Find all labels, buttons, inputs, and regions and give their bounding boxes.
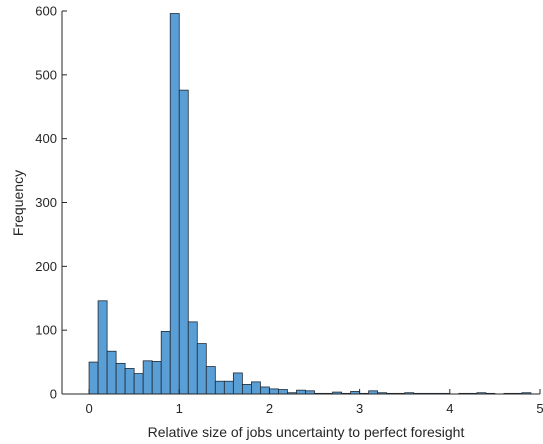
histogram-bar (115, 362, 126, 395)
histogram-bar (223, 380, 234, 395)
tick-label: 100 (35, 323, 57, 338)
tick-label: 0 (85, 401, 92, 416)
tick-label: 1 (176, 401, 183, 416)
histogram-bar (296, 389, 306, 395)
tick-label: 500 (35, 67, 57, 82)
y-axis-label: Frequency (10, 170, 26, 236)
tick-label: 600 (35, 4, 57, 19)
histogram-bar (187, 321, 198, 395)
histogram-bar (232, 372, 243, 395)
histogram-bar (124, 368, 135, 395)
histogram-bar (97, 300, 108, 395)
histogram-bar (133, 373, 144, 395)
x-axis-label: Relative size of jobs uncertainty to per… (148, 424, 465, 440)
histogram-bar (250, 381, 261, 395)
histogram-bar (178, 89, 189, 395)
tick-label: 300 (35, 195, 57, 210)
tick-label: 2 (266, 401, 273, 416)
histogram-bar (169, 13, 180, 395)
bars-group (88, 13, 532, 395)
tick-label: 5 (536, 401, 543, 416)
histogram-bar (278, 389, 288, 395)
axes-group: 0 100 200 300 400 500 600 0 1 2 3 4 5 (35, 4, 543, 417)
tick-label: 4 (446, 401, 453, 416)
histogram-bar (260, 386, 270, 395)
histogram-bar (151, 361, 162, 395)
tick-label: 200 (35, 259, 57, 274)
histogram-bar (214, 380, 225, 395)
histogram-bar (106, 350, 117, 395)
plot-area (62, 11, 540, 394)
histogram-bar (269, 388, 279, 395)
tick-label: 0 (50, 387, 57, 402)
histogram-bar (241, 384, 252, 395)
tick-label: 400 (35, 131, 57, 146)
histogram-bar (196, 343, 207, 395)
histogram-bar (160, 331, 171, 395)
histogram-bar (142, 360, 153, 395)
histogram-bar (88, 361, 99, 395)
tick-label: 3 (356, 401, 363, 416)
histogram-bar (205, 366, 216, 395)
